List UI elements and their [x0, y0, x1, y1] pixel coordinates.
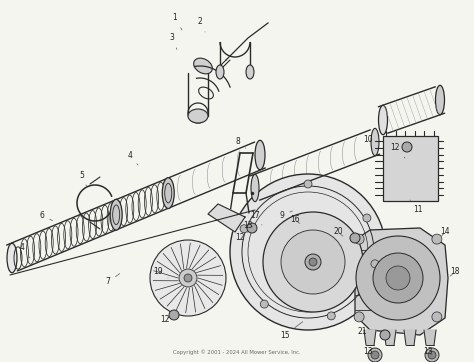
- Circle shape: [386, 266, 410, 290]
- Circle shape: [150, 240, 226, 316]
- Text: 12: 12: [235, 232, 248, 243]
- Ellipse shape: [379, 105, 388, 135]
- Circle shape: [327, 312, 335, 320]
- Circle shape: [380, 330, 390, 340]
- Text: 7: 7: [106, 274, 120, 286]
- Text: 2: 2: [198, 17, 205, 32]
- Ellipse shape: [251, 174, 259, 202]
- Circle shape: [230, 174, 386, 330]
- Circle shape: [371, 351, 379, 359]
- Text: 15: 15: [280, 322, 303, 340]
- Ellipse shape: [371, 129, 379, 156]
- Circle shape: [309, 258, 317, 266]
- Circle shape: [305, 254, 321, 270]
- Text: 20: 20: [333, 227, 343, 236]
- Polygon shape: [404, 330, 416, 345]
- Text: 12: 12: [160, 316, 170, 324]
- Circle shape: [354, 312, 364, 322]
- Circle shape: [356, 236, 440, 320]
- Ellipse shape: [436, 85, 445, 115]
- Ellipse shape: [194, 58, 212, 74]
- Text: 1: 1: [173, 13, 182, 30]
- Circle shape: [373, 253, 423, 303]
- Ellipse shape: [7, 243, 17, 273]
- Circle shape: [260, 300, 268, 308]
- Text: 17: 17: [250, 210, 262, 225]
- Circle shape: [263, 212, 363, 312]
- Text: Copyright © 2001 - 2024 All Mower Service, Inc.: Copyright © 2001 - 2024 All Mower Servic…: [173, 349, 301, 355]
- Circle shape: [425, 348, 439, 362]
- Ellipse shape: [216, 65, 224, 79]
- Polygon shape: [424, 330, 436, 345]
- Text: 19: 19: [153, 268, 168, 278]
- Text: 8: 8: [236, 138, 246, 148]
- Ellipse shape: [255, 140, 265, 170]
- Text: 12: 12: [390, 143, 405, 158]
- Text: 13: 13: [363, 348, 373, 357]
- Text: 5: 5: [80, 171, 87, 188]
- Circle shape: [184, 274, 192, 282]
- Circle shape: [240, 225, 248, 233]
- Circle shape: [363, 214, 371, 222]
- Text: 16: 16: [290, 215, 300, 224]
- Text: 10: 10: [363, 135, 379, 144]
- Circle shape: [368, 348, 382, 362]
- Ellipse shape: [188, 109, 208, 123]
- Text: 9: 9: [280, 210, 292, 219]
- Text: 13: 13: [423, 348, 433, 357]
- Text: 18: 18: [450, 268, 460, 277]
- Text: 3: 3: [170, 34, 177, 50]
- Polygon shape: [384, 330, 396, 345]
- Polygon shape: [355, 228, 448, 335]
- Bar: [383, 136, 438, 201]
- Text: 4: 4: [19, 244, 30, 258]
- Text: 4: 4: [128, 151, 138, 165]
- Text: 11: 11: [410, 200, 423, 215]
- Circle shape: [247, 223, 257, 233]
- Circle shape: [402, 142, 412, 152]
- Circle shape: [428, 351, 436, 359]
- Circle shape: [179, 269, 197, 287]
- Circle shape: [304, 180, 312, 188]
- Circle shape: [354, 234, 364, 244]
- Circle shape: [169, 310, 179, 320]
- Circle shape: [281, 230, 345, 294]
- Circle shape: [432, 234, 442, 244]
- Text: 14: 14: [440, 227, 450, 236]
- Circle shape: [350, 233, 360, 243]
- Text: 21: 21: [357, 328, 367, 337]
- Circle shape: [432, 312, 442, 322]
- Ellipse shape: [162, 178, 174, 209]
- Text: 6: 6: [39, 210, 53, 221]
- Text: 13: 13: [243, 220, 253, 230]
- Ellipse shape: [246, 65, 254, 79]
- Polygon shape: [364, 330, 376, 345]
- Circle shape: [371, 260, 379, 268]
- Polygon shape: [208, 204, 245, 232]
- Ellipse shape: [110, 199, 122, 230]
